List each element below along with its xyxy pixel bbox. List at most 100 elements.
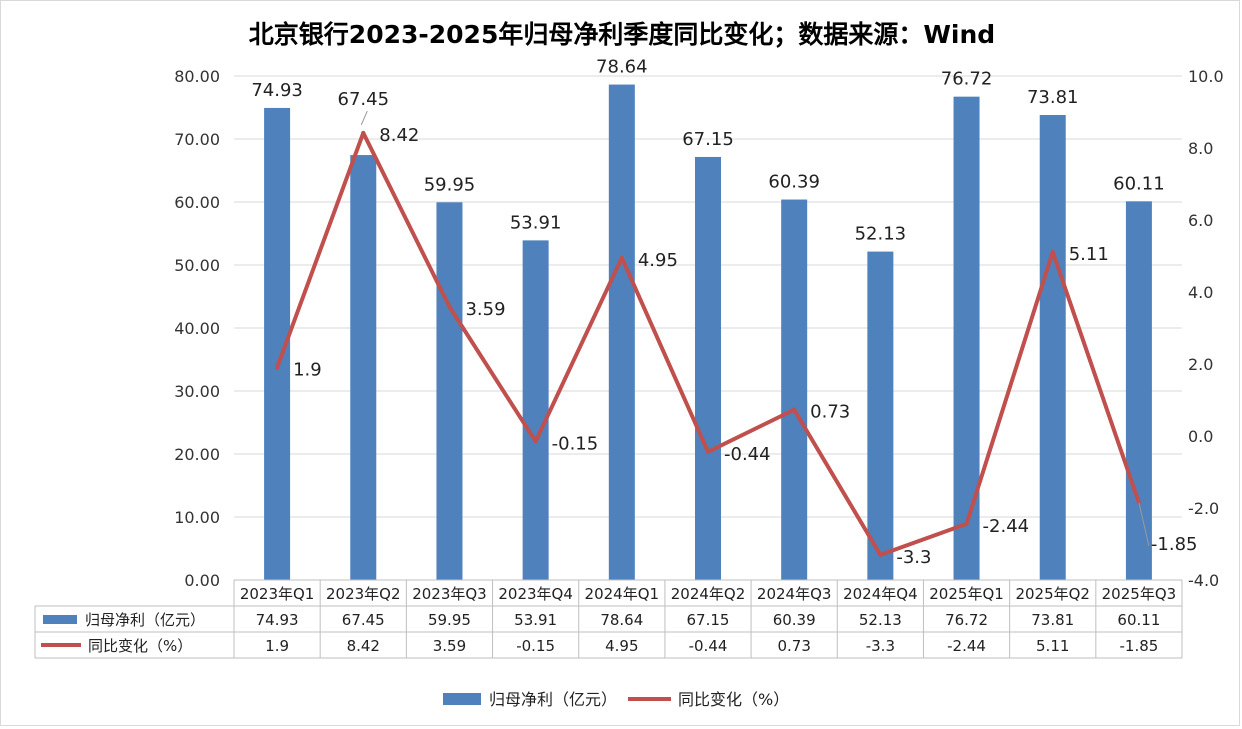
table-cell: 0.73 [777, 637, 810, 655]
table-category-label: 2024年Q2 [671, 585, 746, 603]
left-tick-label: 70.00 [174, 130, 220, 149]
data-table: 2023年Q1 2023年Q2 2023年Q3 2023年Q4 2024年Q1 2024年… [34, 579, 1183, 659]
table-cell: -0.15 [516, 637, 555, 655]
right-tick-label: 2.0 [1188, 355, 1213, 374]
table-bar-key [43, 615, 77, 624]
left-tick-label: 20.00 [174, 445, 220, 464]
bar [1125, 201, 1152, 580]
table-cell: -3.3 [866, 637, 895, 655]
table-row-label: 同比变化（%） [88, 637, 192, 655]
table-category-label: 2024年Q3 [757, 585, 832, 603]
right-tick-label: -2.0 [1188, 499, 1219, 518]
table-cell: 1.9 [265, 637, 289, 655]
bar [350, 155, 377, 580]
left-tick-label: 60.00 [174, 193, 220, 212]
table-cell: 73.81 [1031, 611, 1074, 629]
table-category-label: 2023年Q1 [240, 585, 315, 603]
line-point [792, 407, 797, 412]
legend-bar-key [443, 693, 481, 705]
line-data-labels: 1.9 8.42 3.59 -0.15 4.95 -0.44 0.73 -3.3 -2.44 5.… [293, 125, 1197, 568]
line-data-label: 5.11 [1069, 244, 1109, 265]
table-row-label: 归母净利（亿元） [85, 611, 205, 629]
left-tick-label: 10.00 [174, 508, 220, 527]
line-data-label: -2.44 [983, 516, 1030, 537]
bar-data-label: 76.72 [941, 69, 993, 90]
bar [953, 96, 980, 580]
right-tick-label: 4.0 [1188, 283, 1213, 302]
table-cell: 53.91 [514, 611, 557, 629]
legend-label: 归母净利（亿元） [489, 690, 617, 709]
line-data-label: -0.44 [724, 444, 771, 465]
chart-title: 北京银行2023-2025年归母净利季度同比变化；数据来源：Wind [249, 20, 995, 49]
bar [781, 199, 808, 580]
line-point [1050, 250, 1055, 255]
line-point [533, 439, 538, 444]
line-data-label: -3.3 [896, 547, 931, 568]
leader-line [360, 110, 368, 126]
right-tick-label: 6.0 [1188, 211, 1213, 230]
line-point [706, 449, 710, 454]
bar-data-label: 78.64 [596, 57, 648, 78]
table-cell: 5.11 [1036, 637, 1069, 655]
legend: 归母净利（亿元） 同比变化（%） [443, 690, 789, 709]
right-tick-label: 0.0 [1188, 427, 1213, 446]
right-tick-label: -4.0 [1188, 571, 1219, 590]
line-data-label: -0.15 [552, 433, 599, 454]
table-category-label: 2025年Q1 [929, 585, 1004, 603]
table-cell: 4.95 [605, 637, 638, 655]
legend-label: 同比变化（%） [678, 690, 789, 709]
table-cell: 76.72 [945, 611, 988, 629]
line-point [619, 255, 624, 260]
line-data-label: 8.42 [379, 125, 419, 146]
bar-series [264, 84, 1152, 581]
bar-data-label: 60.11 [1113, 173, 1165, 194]
right-tick-label: 10.0 [1188, 67, 1224, 86]
table-cell: 60.39 [773, 611, 816, 629]
line-point [964, 521, 969, 526]
table-category-label: 2025年Q2 [1015, 585, 1090, 603]
bar [522, 240, 549, 580]
bar [867, 251, 894, 580]
line-series [275, 130, 1141, 557]
right-tick-label: 8.0 [1188, 139, 1213, 158]
table-category-label: 2023年Q4 [498, 585, 573, 603]
bar-data-labels: 74.93 67.45 59.95 53.91 78.64 67.15 60.39 52.13… [251, 57, 1164, 245]
bar-data-label: 53.91 [510, 212, 562, 233]
line-data-label: -1.85 [1151, 534, 1198, 555]
table-cell: 67.15 [687, 611, 730, 629]
table-cell: 74.93 [256, 611, 299, 629]
bar [608, 84, 635, 581]
left-tick-label: 80.00 [174, 67, 220, 86]
left-tick-label: 0.00 [184, 571, 220, 590]
table-cell: 52.13 [859, 611, 902, 629]
table-category-label: 2023年Q3 [412, 585, 487, 603]
bar-data-label: 60.39 [768, 172, 820, 193]
line-point [447, 304, 452, 309]
bar-data-label: 52.13 [855, 224, 907, 245]
left-axis: 0.00 10.00 20.00 30.00 40.00 50.00 60.00 70.00 8… [174, 67, 220, 590]
table-cell: -0.44 [689, 637, 728, 655]
bar-data-label: 73.81 [1027, 87, 1079, 108]
table-cell: 67.45 [342, 611, 385, 629]
line-data-label: 0.73 [810, 402, 850, 423]
table-cell: 60.11 [1117, 611, 1160, 629]
table-category-label: 2023年Q2 [326, 585, 401, 603]
left-tick-label: 50.00 [174, 256, 220, 275]
table-cell: 78.64 [600, 611, 643, 629]
left-tick-label: 30.00 [174, 382, 220, 401]
bar-data-label: 67.45 [338, 89, 390, 110]
line-data-label: 1.9 [293, 360, 322, 381]
line-point [878, 552, 883, 557]
table-cell: 59.95 [428, 611, 471, 629]
line-point [361, 130, 366, 135]
bar [1039, 114, 1066, 580]
table-cell: 8.42 [347, 637, 380, 655]
line-point [275, 365, 280, 370]
left-tick-label: 40.00 [174, 319, 220, 338]
table-cell: -1.85 [1120, 637, 1159, 655]
line-data-label: 4.95 [638, 250, 678, 271]
leader-line [1138, 502, 1150, 547]
bar-data-label: 67.15 [682, 129, 734, 150]
